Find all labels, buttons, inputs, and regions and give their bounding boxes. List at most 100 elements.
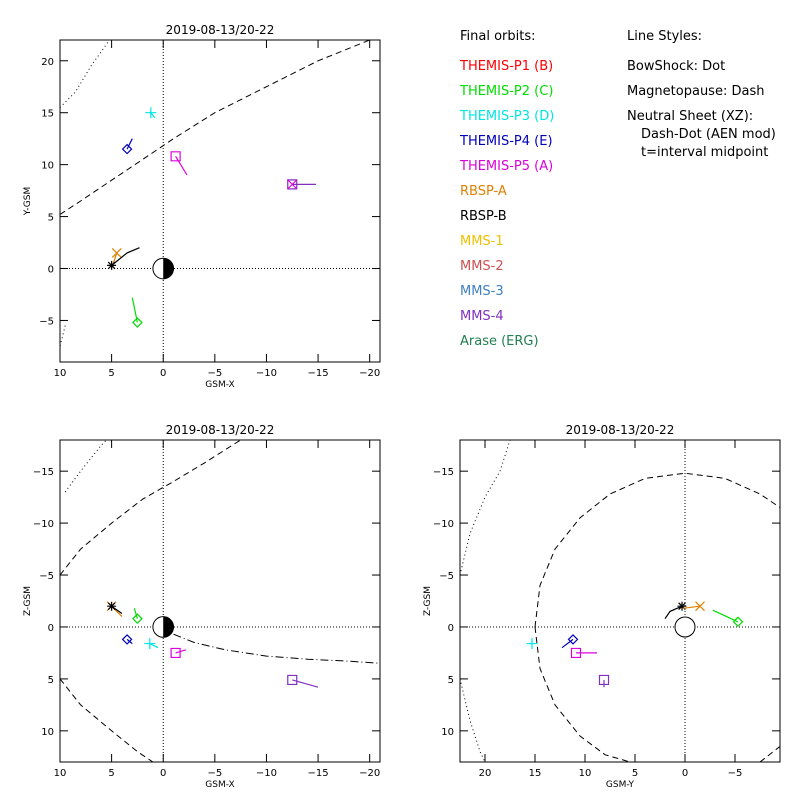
panel-title: 2019-08-13/20-22 [166,23,275,37]
themis-p2-c-marker [132,613,143,625]
earth-night-side [163,258,174,279]
plot-area [60,40,380,362]
rbsp-b-marker [107,601,117,611]
themis-p5-a-marker [170,647,181,659]
y-tick-label: −15 [433,467,454,478]
y-axis-label: Z-GSM [423,586,433,616]
legend-styles-title: Line Styles: [627,29,702,44]
rbsp-b-track [111,247,140,266]
y-tick-label: 0 [48,265,54,276]
x-tick-label: 5 [108,368,114,379]
legend-item-themis-p4-e: THEMIS-P4 (E) [459,134,553,149]
legend-style-neutral-sheet: Neutral Sheet (XZ): [627,109,753,124]
themis-p5-a-marker [570,647,582,659]
legend-item-arase-erg: Arase (ERG) [460,334,539,349]
y-tick-label: 0 [48,623,54,634]
x-tick-label: 5 [632,768,638,779]
y-tick-label: 10 [41,727,54,738]
legend-item-themis-p2-c: THEMIS-P2 (C) [459,84,553,99]
themis-p3-d-track [150,112,156,119]
legend-style-bowshock: BowShock: Dot [627,59,725,74]
legend-style-magnetopause: Magnetopause: Dash [627,84,764,99]
curve-bowshock [60,325,66,347]
mms-4-marker [598,674,610,686]
plot-area [60,440,380,762]
themis-p5-a-marker [287,179,298,190]
legend-item-mms-2: MMS-2 [460,259,504,274]
curve-bowshock [460,440,511,576]
x-axis-label: GSM-X [205,380,234,390]
rbsp-a-marker [111,248,122,258]
earth-disc [674,616,696,638]
plot-frame [59,439,381,763]
x-tick-label: −5 [207,768,222,779]
earth-icon [152,257,175,280]
y-tick-label: 0 [448,623,454,634]
legend-item-rbsp-a: RBSP-A [460,184,507,199]
y-axis-label: Z-GSM [23,586,33,616]
legend-style-midpoint: t=interval midpoint [641,145,768,160]
legend-item-themis-p3-d: THEMIS-P3 (D) [459,109,554,124]
y-tick-label: −5 [39,571,54,582]
legend-item-mms-3: MMS-3 [460,284,504,299]
y-tick-label: 20 [41,57,54,68]
x-tick-label: 10 [54,368,67,379]
themis-p2-c-marker [132,317,143,328]
curve-magnetopause [60,678,154,762]
earth-icon [152,616,175,638]
curve-magnetopause [534,472,780,628]
x-tick-label: 0 [682,768,688,779]
y-tick-label: 5 [48,675,54,686]
panel-title: 2019-08-13/20-22 [166,423,275,437]
legend-item-themis-p5-a: THEMIS-P5 (A) [459,159,553,174]
y-tick-label: 5 [448,675,454,686]
plot-frame [59,39,381,363]
curve-magnetopause [759,746,780,762]
x-tick-label: −15 [308,368,329,379]
themis-p4-e-track [126,138,133,150]
y-tick-label: −10 [33,519,54,530]
themis-p5-a-marker [170,151,181,162]
mms-4-marker [287,674,298,686]
earth-icon [674,616,696,638]
legend-orbits-title: Final orbits: [460,29,536,44]
panel-bottom-right: 2019-08-13/20-22 20 15 10 5 0 −5 10 5 0 −5 −10 −15 GS… [423,423,781,790]
legend-item-mms-1: MMS-1 [460,234,504,249]
y-tick-label: 10 [41,161,54,172]
curve-magnetopause [534,626,631,762]
panel-top-left: 2019-08-13/20-22 10 5 0 −5 −10 −15 −20 −5 0 5 10 15 2… [23,23,381,390]
y-tick-label: −10 [433,519,454,530]
x-tick-label: 15 [529,768,542,779]
x-axis-label: GSM-X [205,780,234,790]
y-tick-label: 10 [441,727,454,738]
themis-p2-c-marker [732,616,744,628]
themis-p3-d-marker [526,638,538,650]
x-tick-label: 20 [479,768,492,779]
rbsp-a-track [682,605,701,609]
mms-4-marker [287,179,298,190]
x-tick-label: 0 [160,768,166,779]
y-tick-label: 5 [48,213,54,224]
themis-p5-a-track [175,649,187,654]
themis-p5-a-track [175,155,188,176]
x-tick-label: −5 [207,368,222,379]
rbsp-b-marker [107,260,117,270]
legend-style-dashdot: Dash-Dot (AEN mod) [641,127,776,142]
y-tick-label: 15 [41,109,54,120]
curve-magnetopause [60,440,241,576]
themis-p3-d-track [149,643,159,649]
legend-item-themis-p1-b: THEMIS-P1 (B) [459,59,553,74]
x-tick-label: −5 [728,768,743,779]
curve-bowshock [64,440,107,493]
curve-bowshock [60,40,110,108]
x-tick-label: −15 [308,768,329,779]
legend-item-mms-4: MMS-4 [460,309,504,324]
themis-p2-c-track [133,608,138,619]
legend-item-rbsp-b: RBSP-B [460,209,507,224]
rbsp-b-track [664,605,683,620]
x-tick-label: −20 [359,768,380,779]
curve-neutral-sheet [173,633,380,664]
x-tick-label: −10 [256,368,277,379]
earth-night-side [163,616,174,638]
